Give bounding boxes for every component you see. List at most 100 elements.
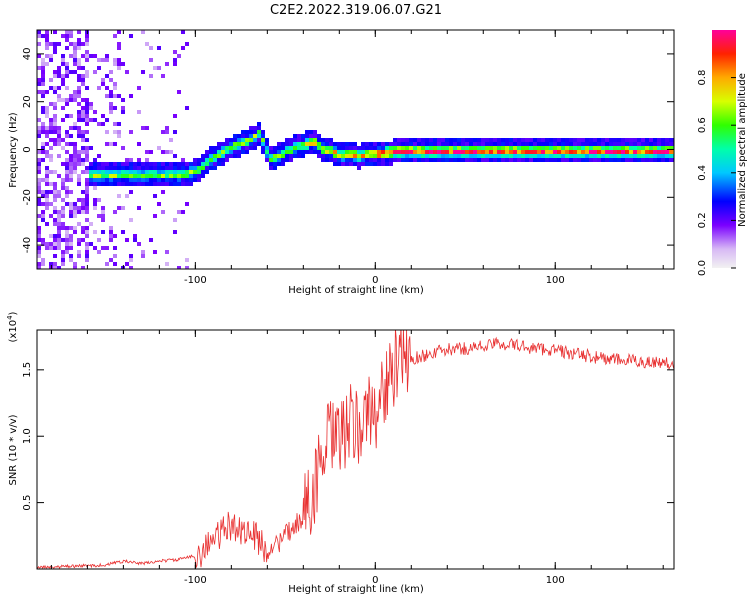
- spectrogram-cell: [49, 214, 53, 218]
- spectrogram-cell: [53, 234, 57, 238]
- spectrogram-cell: [65, 174, 69, 178]
- spectrogram-cell: [657, 142, 661, 146]
- spectrogram-cell: [265, 154, 269, 158]
- spectrogram-cell: [209, 162, 213, 166]
- spectrogram-cell: [321, 150, 325, 154]
- spectrogram-cell: [105, 118, 109, 122]
- spectrogram-cell: [77, 94, 81, 98]
- spectrogram-cell: [201, 166, 205, 170]
- spectrogram-cell: [489, 158, 493, 162]
- spectrogram-cell: [41, 262, 45, 266]
- spectrogram-cell: [149, 150, 153, 154]
- spectrogram-cell: [661, 158, 665, 162]
- spectrogram-cell: [77, 126, 81, 130]
- spectrogram-cell: [93, 186, 97, 190]
- spectrogram-cell: [665, 142, 669, 146]
- spectrogram-cell: [609, 142, 613, 146]
- spectrogram-cell: [45, 62, 49, 66]
- spectrogram-cell: [297, 134, 301, 138]
- spectrogram-cell: [121, 162, 125, 166]
- spectrogram-cell: [489, 146, 493, 150]
- spectrogram-cell: [81, 158, 85, 162]
- spectrogram-cell: [153, 250, 157, 254]
- spectrogram-cells: [37, 30, 674, 269]
- spectrogram-cell: [45, 90, 49, 94]
- spectrogram-cell: [133, 182, 137, 186]
- spectrogram-cell: [169, 178, 173, 182]
- spectrogram-cell: [289, 158, 293, 162]
- spectrogram-cell: [93, 110, 97, 114]
- snr-y-ticks: 0.5 1.0 1.5: [22, 362, 674, 511]
- spectrogram-cell: [85, 202, 89, 206]
- spectrogram-cell: [593, 150, 597, 154]
- spectrogram-cell: [49, 154, 53, 158]
- spectrogram-cell: [177, 54, 181, 58]
- spectrogram-cell: [37, 186, 41, 190]
- spectrogram-cell: [137, 166, 141, 170]
- spectrogram-cell: [369, 154, 373, 158]
- spectrogram-cell: [217, 158, 221, 162]
- spectrogram-cell: [549, 154, 553, 158]
- spectrogram-cell: [121, 170, 125, 174]
- spectrogram-cell: [653, 142, 657, 146]
- spectrogram-cell: [509, 154, 513, 158]
- spectrogram-cell: [241, 130, 245, 134]
- spectrogram-cell: [385, 162, 389, 166]
- spectrogram-cell: [165, 126, 169, 130]
- spectrogram-cell: [413, 150, 417, 154]
- spectrogram-cell: [429, 158, 433, 162]
- spectrogram-cell: [549, 150, 553, 154]
- spectrogram-cell: [241, 142, 245, 146]
- spectrogram-cell: [405, 138, 409, 142]
- spectrogram-cell: [81, 238, 85, 242]
- spectrogram-cell: [57, 70, 61, 74]
- spectrogram-cell: [541, 138, 545, 142]
- spectrogram-cell: [461, 154, 465, 158]
- spectrogram-cell: [117, 166, 121, 170]
- spectrogram-cell: [61, 78, 65, 82]
- spectrogram-cell: [417, 146, 421, 150]
- spectrogram-cell: [221, 154, 225, 158]
- spectrogram-cell: [609, 154, 613, 158]
- spectrogram-cell: [73, 122, 77, 126]
- spectrogram-cell: [661, 146, 665, 150]
- spectrogram-cell: [345, 150, 349, 154]
- spectrogram-cell: [317, 134, 321, 138]
- spectrogram-cell: [537, 150, 541, 154]
- spectrogram-cell: [433, 154, 437, 158]
- spectrogram-cell: [161, 162, 165, 166]
- spectrogram-cell: [437, 146, 441, 150]
- spectrogram-cell: [73, 70, 77, 74]
- spectrogram-cell: [81, 170, 85, 174]
- spectrogram-cell: [53, 122, 57, 126]
- spectrogram-cell: [193, 166, 197, 170]
- spectrogram-cell: [61, 182, 65, 186]
- spectrogram-cell: [481, 138, 485, 142]
- spectrogram-cell: [245, 150, 249, 154]
- spectrogram-cell: [333, 146, 337, 150]
- spectrogram-cell: [73, 150, 77, 154]
- spectrogram-cell: [485, 142, 489, 146]
- spectrogram-cell: [37, 250, 41, 254]
- spectrogram-cell: [65, 134, 69, 138]
- spectrogram-cell: [645, 142, 649, 146]
- spectrogram-cell: [333, 150, 337, 154]
- spectrogram-cell: [553, 150, 557, 154]
- spectrogram-cell: [473, 150, 477, 154]
- spectrogram-cell: [37, 170, 41, 174]
- snr-series-line: [37, 330, 674, 569]
- spectrogram-cell: [545, 154, 549, 158]
- spectrogram-cell: [557, 146, 561, 150]
- spectrogram-cell: [329, 154, 333, 158]
- spectrogram-cell: [181, 162, 185, 166]
- spectrogram-cell: [165, 250, 169, 254]
- spectrogram-cell: [381, 162, 385, 166]
- spectrogram-cell: [157, 146, 161, 150]
- spectrogram-cell: [285, 150, 289, 154]
- spectrogram-cell: [341, 154, 345, 158]
- spectrogram-cell: [277, 146, 281, 150]
- spectrogram-cell: [653, 154, 657, 158]
- spectrogram-cell: [513, 146, 517, 150]
- spectrogram-cell: [121, 98, 125, 102]
- spectrogram-cell: [529, 154, 533, 158]
